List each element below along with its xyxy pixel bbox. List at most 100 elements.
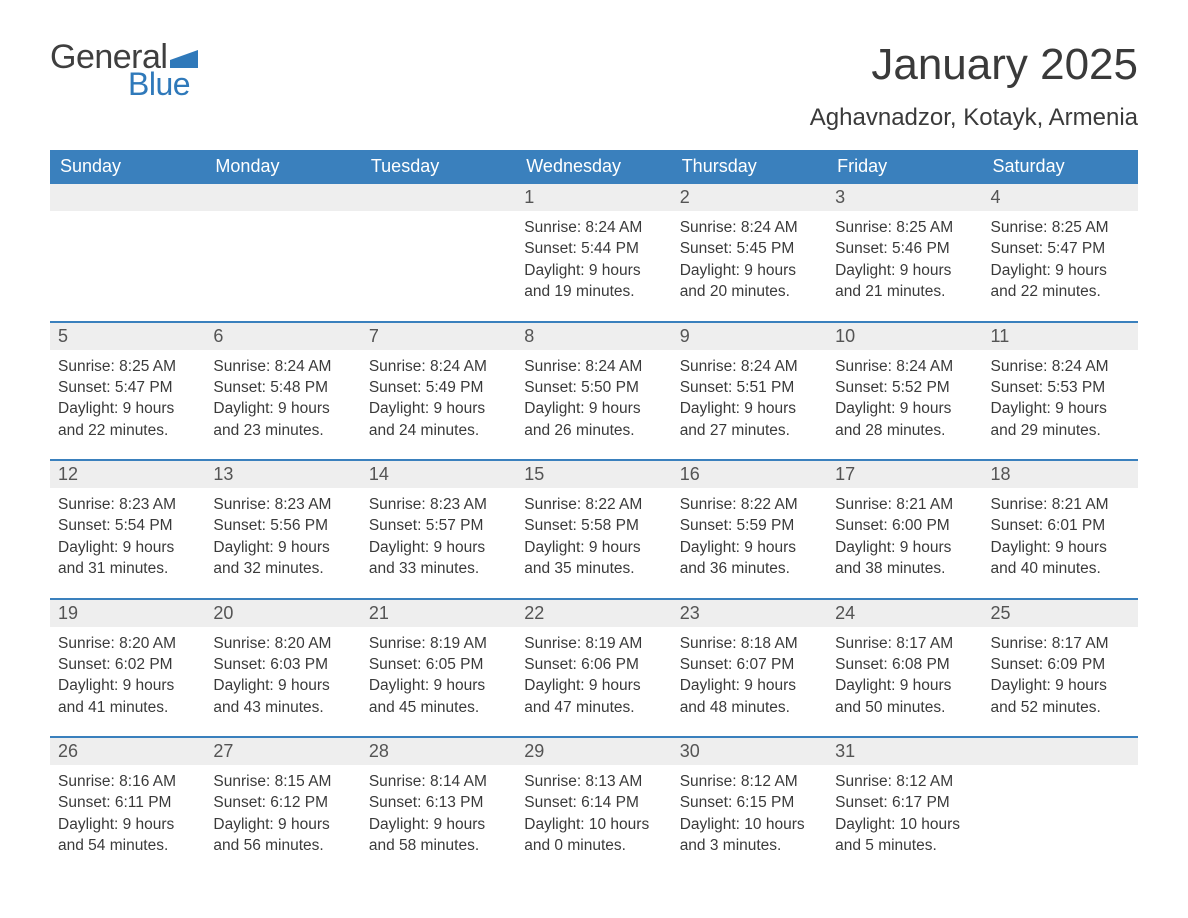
- detail-line: Daylight: 9 hours: [213, 398, 352, 419]
- day-18: 18Sunrise: 8:21 AMSunset: 6:01 PMDayligh…: [983, 461, 1138, 598]
- detail-line: and 22 minutes.: [991, 281, 1130, 302]
- day-5: 5Sunrise: 8:25 AMSunset: 5:47 PMDaylight…: [50, 323, 205, 460]
- day-number: 1: [516, 184, 671, 211]
- detail-line: Daylight: 9 hours: [835, 537, 974, 558]
- day-number: 8: [516, 323, 671, 350]
- detail-line: Sunrise: 8:23 AM: [369, 494, 508, 515]
- day-15: 15Sunrise: 8:22 AMSunset: 5:58 PMDayligh…: [516, 461, 671, 598]
- detail-line: Sunset: 5:45 PM: [680, 238, 819, 259]
- detail-line: Daylight: 9 hours: [524, 398, 663, 419]
- day-number: 31: [827, 738, 982, 765]
- detail-line: Sunset: 6:06 PM: [524, 654, 663, 675]
- brand-word-2: Blue: [128, 68, 198, 100]
- detail-line: and 3 minutes.: [680, 835, 819, 856]
- detail-line: Sunset: 6:07 PM: [680, 654, 819, 675]
- day-number: 17: [827, 461, 982, 488]
- detail-line: Daylight: 10 hours: [524, 814, 663, 835]
- detail-line: Daylight: 9 hours: [991, 398, 1130, 419]
- detail-line: Daylight: 9 hours: [680, 537, 819, 558]
- day-number: 14: [361, 461, 516, 488]
- detail-line: Sunset: 5:52 PM: [835, 377, 974, 398]
- day-details: Sunrise: 8:17 AMSunset: 6:08 PMDaylight:…: [827, 627, 982, 737]
- day-11: 11Sunrise: 8:24 AMSunset: 5:53 PMDayligh…: [983, 323, 1138, 460]
- detail-line: and 31 minutes.: [58, 558, 197, 579]
- detail-line: Sunrise: 8:23 AM: [58, 494, 197, 515]
- day-number: 11: [983, 323, 1138, 350]
- day-7: 7Sunrise: 8:24 AMSunset: 5:49 PMDaylight…: [361, 323, 516, 460]
- dow-sunday: Sunday: [50, 150, 205, 184]
- detail-line: and 43 minutes.: [213, 697, 352, 718]
- detail-line: Daylight: 9 hours: [991, 260, 1130, 281]
- day-number: 6: [205, 323, 360, 350]
- day-19: 19Sunrise: 8:20 AMSunset: 6:02 PMDayligh…: [50, 600, 205, 737]
- detail-line: and 41 minutes.: [58, 697, 197, 718]
- day-details: Sunrise: 8:24 AMSunset: 5:45 PMDaylight:…: [672, 211, 827, 321]
- day-details: Sunrise: 8:22 AMSunset: 5:58 PMDaylight:…: [516, 488, 671, 598]
- detail-line: Sunset: 5:51 PM: [680, 377, 819, 398]
- day-details: [205, 211, 360, 301]
- detail-line: Sunrise: 8:19 AM: [524, 633, 663, 654]
- day-21: 21Sunrise: 8:19 AMSunset: 6:05 PMDayligh…: [361, 600, 516, 737]
- detail-line: Daylight: 9 hours: [213, 675, 352, 696]
- detail-line: Sunset: 5:54 PM: [58, 515, 197, 536]
- detail-line: Sunset: 6:08 PM: [835, 654, 974, 675]
- day-number: [361, 184, 516, 211]
- day-details: Sunrise: 8:19 AMSunset: 6:05 PMDaylight:…: [361, 627, 516, 737]
- detail-line: Daylight: 9 hours: [213, 814, 352, 835]
- detail-line: and 54 minutes.: [58, 835, 197, 856]
- day-number: 3: [827, 184, 982, 211]
- detail-line: and 20 minutes.: [680, 281, 819, 302]
- detail-line: Sunrise: 8:15 AM: [213, 771, 352, 792]
- day-14: 14Sunrise: 8:23 AMSunset: 5:57 PMDayligh…: [361, 461, 516, 598]
- day-number: 15: [516, 461, 671, 488]
- week-row: 12Sunrise: 8:23 AMSunset: 5:54 PMDayligh…: [50, 459, 1138, 598]
- day-number: 7: [361, 323, 516, 350]
- detail-line: and 47 minutes.: [524, 697, 663, 718]
- detail-line: Sunset: 6:09 PM: [991, 654, 1130, 675]
- detail-line: Sunrise: 8:21 AM: [991, 494, 1130, 515]
- detail-line: Sunset: 6:17 PM: [835, 792, 974, 813]
- detail-line: Sunrise: 8:24 AM: [369, 356, 508, 377]
- day-details: Sunrise: 8:24 AMSunset: 5:50 PMDaylight:…: [516, 350, 671, 460]
- detail-line: and 26 minutes.: [524, 420, 663, 441]
- day-12: 12Sunrise: 8:23 AMSunset: 5:54 PMDayligh…: [50, 461, 205, 598]
- detail-line: Sunset: 6:05 PM: [369, 654, 508, 675]
- day-details: Sunrise: 8:24 AMSunset: 5:49 PMDaylight:…: [361, 350, 516, 460]
- day-details: Sunrise: 8:21 AMSunset: 6:01 PMDaylight:…: [983, 488, 1138, 598]
- detail-line: Sunset: 6:14 PM: [524, 792, 663, 813]
- detail-line: and 33 minutes.: [369, 558, 508, 579]
- day-number: 10: [827, 323, 982, 350]
- day-number: 9: [672, 323, 827, 350]
- detail-line: Sunset: 6:03 PM: [213, 654, 352, 675]
- day-number: 29: [516, 738, 671, 765]
- detail-line: and 24 minutes.: [369, 420, 508, 441]
- dow-saturday: Saturday: [983, 150, 1138, 184]
- day-13: 13Sunrise: 8:23 AMSunset: 5:56 PMDayligh…: [205, 461, 360, 598]
- week-row: 5Sunrise: 8:25 AMSunset: 5:47 PMDaylight…: [50, 321, 1138, 460]
- day-details: Sunrise: 8:15 AMSunset: 6:12 PMDaylight:…: [205, 765, 360, 875]
- detail-line: Sunrise: 8:24 AM: [680, 217, 819, 238]
- day-6: 6Sunrise: 8:24 AMSunset: 5:48 PMDaylight…: [205, 323, 360, 460]
- day-27: 27Sunrise: 8:15 AMSunset: 6:12 PMDayligh…: [205, 738, 360, 875]
- day-24: 24Sunrise: 8:17 AMSunset: 6:08 PMDayligh…: [827, 600, 982, 737]
- detail-line: and 5 minutes.: [835, 835, 974, 856]
- day-23: 23Sunrise: 8:18 AMSunset: 6:07 PMDayligh…: [672, 600, 827, 737]
- detail-line: Daylight: 9 hours: [835, 398, 974, 419]
- detail-line: Daylight: 9 hours: [58, 814, 197, 835]
- day-details: Sunrise: 8:13 AMSunset: 6:14 PMDaylight:…: [516, 765, 671, 875]
- detail-line: Daylight: 9 hours: [58, 675, 197, 696]
- day-22: 22Sunrise: 8:19 AMSunset: 6:06 PMDayligh…: [516, 600, 671, 737]
- detail-line: Sunrise: 8:23 AM: [213, 494, 352, 515]
- week-row: 19Sunrise: 8:20 AMSunset: 6:02 PMDayligh…: [50, 598, 1138, 737]
- day-details: Sunrise: 8:23 AMSunset: 5:56 PMDaylight:…: [205, 488, 360, 598]
- detail-line: Sunset: 6:00 PM: [835, 515, 974, 536]
- detail-line: Sunset: 5:47 PM: [58, 377, 197, 398]
- detail-line: Sunrise: 8:24 AM: [835, 356, 974, 377]
- detail-line: Sunrise: 8:14 AM: [369, 771, 508, 792]
- detail-line: Daylight: 9 hours: [524, 675, 663, 696]
- detail-line: Sunset: 5:44 PM: [524, 238, 663, 259]
- brand-logo: General Blue: [50, 40, 198, 100]
- day-empty: [205, 184, 360, 321]
- dow-thursday: Thursday: [672, 150, 827, 184]
- day-details: Sunrise: 8:12 AMSunset: 6:17 PMDaylight:…: [827, 765, 982, 875]
